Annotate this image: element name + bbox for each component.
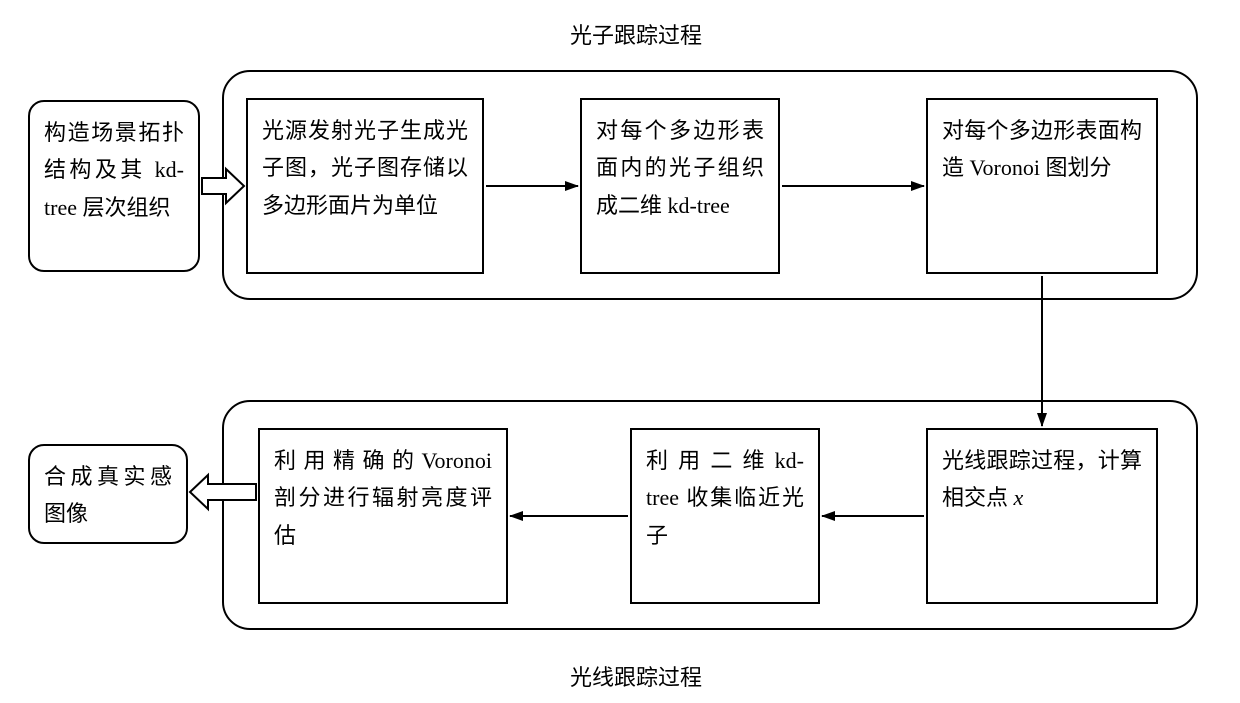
arrows-layer (0, 0, 1240, 703)
title-bottom: 光线跟踪过程 (570, 660, 702, 692)
diagram-canvas: 光子跟踪过程 构造场景拓扑结构及其 kd-tree 层次组织 光源发射光子生成光… (0, 0, 1240, 703)
